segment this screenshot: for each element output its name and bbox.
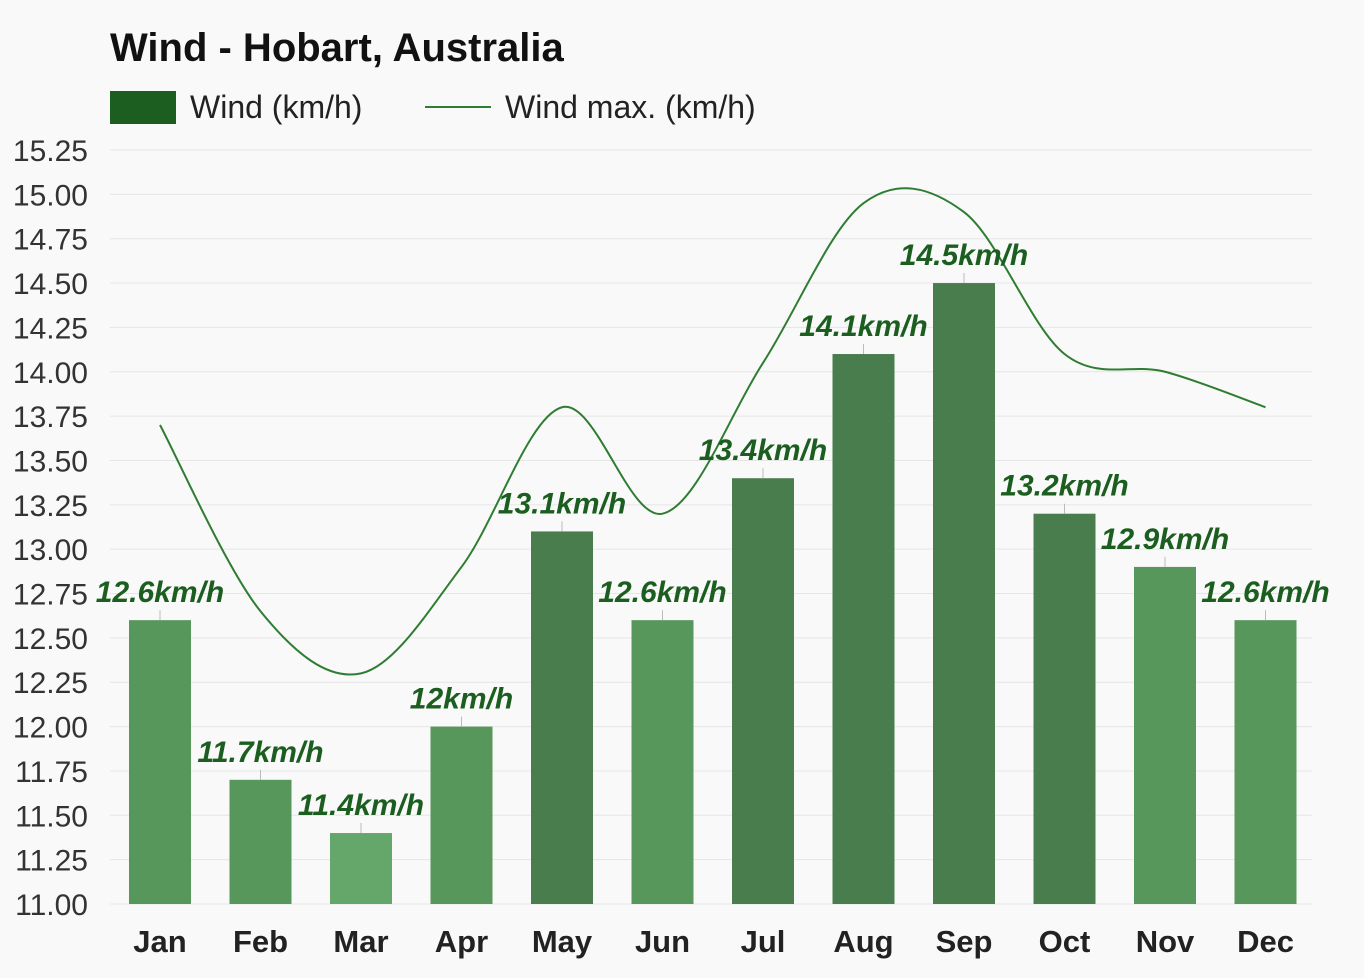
data-label-mar: 11.4km/h [298, 789, 424, 822]
gridlines [110, 149, 1312, 905]
y-tick-label: 15.00 [13, 179, 88, 212]
x-tick-jul: Jul [741, 924, 786, 959]
x-tick-nov: Nov [1136, 924, 1195, 959]
x-tick-may: May [532, 924, 593, 959]
bar-sep[interactable] [933, 283, 995, 904]
data-label-aug: 14.1km/h [799, 310, 927, 343]
bar-jan[interactable] [129, 620, 191, 904]
bar-aug[interactable] [832, 354, 895, 904]
bar-jun[interactable] [631, 620, 694, 904]
bar-apr[interactable] [430, 726, 493, 904]
max-line [159, 187, 1266, 676]
y-tick-label: 13.25 [13, 490, 88, 523]
y-tick-label: 11.00 [15, 889, 88, 922]
y-tick-label: 13.50 [13, 445, 88, 478]
x-tick-mar: Mar [333, 924, 388, 959]
y-tick-label: 12.50 [13, 623, 88, 656]
x-tick-feb: Feb [233, 924, 288, 959]
y-tick-label: 12.25 [13, 667, 88, 700]
wind-max-line[interactable] [159, 187, 1266, 676]
x-axis: Jan Feb Mar Apr May Jun Jul Aug Sep Oct Nov Dec [133, 924, 1294, 959]
bars [129, 283, 1297, 904]
y-tick-label: 14.50 [13, 268, 88, 301]
x-tick-jan: Jan [133, 924, 186, 959]
y-tick-label: 12.00 [13, 712, 88, 745]
legend-line-label: Wind max. (km/h) [505, 89, 756, 125]
x-tick-oct: Oct [1039, 924, 1091, 959]
data-labels: 12.6km/h 11.7km/h 11.4km/h 12km/h 13.1km/h 12… [96, 239, 1330, 834]
y-tick-label: 14.25 [13, 312, 88, 345]
y-tick-label: 13.75 [13, 401, 88, 434]
data-label-sep: 14.5km/h [900, 239, 1028, 272]
data-label-dec: 12.6km/h [1201, 576, 1329, 609]
bar-jul[interactable] [732, 478, 794, 904]
bar-mar[interactable] [330, 833, 392, 904]
data-label-jan: 12.6km/h [96, 576, 224, 609]
y-tick-label: 14.75 [13, 224, 88, 257]
y-axis: 11.00 11.25 11.50 11.75 12.00 12.25 12.50 12.75… [13, 135, 88, 922]
y-tick-label: 11.25 [15, 845, 88, 878]
bar-oct[interactable] [1033, 513, 1096, 904]
y-tick-label: 12.75 [13, 579, 88, 612]
data-label-may: 13.1km/h [498, 487, 626, 520]
y-tick-label: 15.25 [13, 135, 88, 168]
y-tick-label: 14.00 [13, 357, 88, 390]
x-tick-apr: Apr [435, 924, 488, 959]
bar-feb[interactable] [229, 779, 292, 904]
chart-title: Wind - Hobart, Australia [110, 26, 564, 70]
data-label-apr: 12km/h [410, 683, 513, 716]
data-label-jul: 13.4km/h [699, 434, 827, 467]
y-tick-label: 11.75 [15, 756, 88, 789]
legend-bar-swatch [110, 91, 176, 124]
x-tick-jun: Jun [635, 924, 690, 959]
bar-nov[interactable] [1134, 566, 1196, 904]
y-tick-label: 13.00 [13, 534, 88, 567]
data-label-jun: 12.6km/h [598, 576, 726, 609]
legend-bar-label: Wind (km/h) [190, 89, 362, 125]
bar-may[interactable] [531, 531, 593, 904]
data-label-feb: 11.7km/h [197, 736, 323, 769]
data-label-nov: 12.9km/h [1101, 523, 1229, 556]
data-label-oct: 13.2km/h [1000, 470, 1128, 503]
legend: Wind (km/h) Wind max. (km/h) [110, 89, 756, 125]
y-tick-label: 11.50 [15, 800, 88, 833]
x-tick-sep: Sep [936, 924, 993, 959]
bar-dec[interactable] [1234, 620, 1297, 904]
x-tick-dec: Dec [1237, 924, 1294, 959]
x-tick-aug: Aug [833, 924, 893, 959]
